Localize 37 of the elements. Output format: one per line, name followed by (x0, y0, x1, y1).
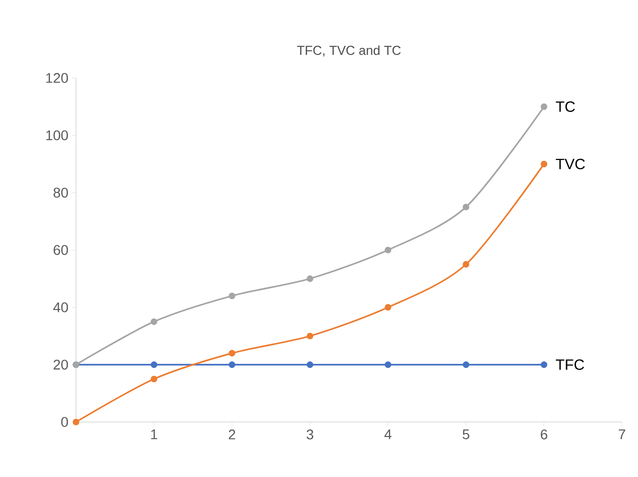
series-label: TFC (556, 359, 584, 370)
x-tick-label: 1 (151, 430, 158, 440)
x-tick-label: 6 (540, 430, 548, 440)
x-tick-label: 3 (306, 430, 314, 440)
point (540, 361, 548, 368)
series-label: TC (556, 101, 575, 112)
point (306, 275, 314, 282)
point (462, 204, 470, 210)
x-tick-label: 7 (618, 430, 626, 440)
series-label: TVC (556, 158, 585, 170)
point (306, 361, 314, 368)
point (72, 418, 80, 426)
point (384, 304, 392, 311)
point (150, 361, 158, 368)
point (540, 103, 548, 110)
y-tick-label: 80 (54, 188, 68, 198)
point (228, 361, 236, 368)
point (150, 376, 158, 382)
point (462, 361, 470, 368)
point (228, 292, 236, 300)
x-tick-label: 2 (228, 430, 236, 440)
y-tick-label: 100 (46, 130, 68, 140)
point (150, 318, 158, 325)
point (306, 332, 314, 340)
point (228, 350, 236, 356)
point (540, 160, 548, 168)
y-tick-label: 20 (54, 360, 68, 370)
y-tick-label: 0 (61, 417, 68, 427)
y-tick-label: 60 (54, 245, 68, 255)
point (462, 261, 470, 268)
y-tick-label: 120 (46, 73, 68, 83)
x-tick-label: 5 (462, 430, 470, 440)
point (384, 361, 392, 368)
point (384, 246, 392, 254)
y-tick-label: 40 (53, 302, 68, 312)
x-tick-label: 4 (384, 430, 392, 440)
chart-title: TFC, TVC and TC (297, 45, 401, 56)
